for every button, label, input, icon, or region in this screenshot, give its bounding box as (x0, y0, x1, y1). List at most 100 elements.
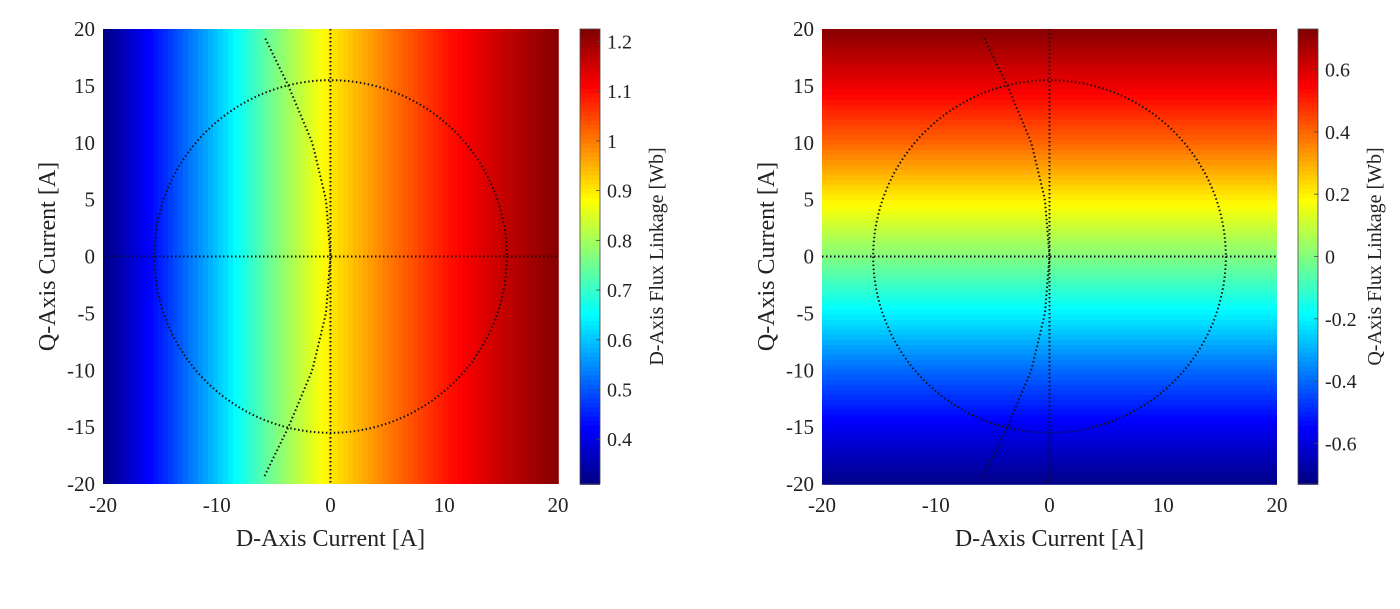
colorbar-tick-label: -0.4 (1325, 371, 1357, 393)
heatmap-cell (523, 29, 529, 484)
heatmap-cell (822, 394, 1277, 400)
heatmap-cell (328, 29, 334, 484)
colorbar-segment (1298, 47, 1318, 53)
colorbar-segment (1298, 29, 1318, 35)
heatmap-cell (822, 194, 1277, 200)
heatmap-cell (518, 29, 524, 484)
y-tick-label: -15 (67, 415, 95, 439)
heatmap-cell (103, 29, 109, 484)
colorbar-segment (1298, 83, 1318, 89)
colorbar-segment (1298, 88, 1318, 94)
x-tick-label: 0 (325, 493, 336, 517)
colorbar-segment (580, 311, 600, 317)
colorbar-segment (1298, 33, 1318, 39)
heatmap-cell (143, 29, 149, 484)
x-tick-label: 20 (548, 493, 569, 517)
colorbar-segment (580, 74, 600, 80)
heatmap-cell (822, 369, 1277, 375)
colorbar-segment (580, 370, 600, 376)
colorbar-segment (580, 479, 600, 485)
colorbar-segment (580, 374, 600, 381)
heatmap-cell (822, 169, 1277, 175)
colorbar-segment (580, 138, 600, 144)
colorbar-segment (580, 120, 600, 126)
heatmap-cell (822, 444, 1277, 450)
colorbar-segment (580, 83, 600, 89)
colorbar-segment (1298, 197, 1318, 203)
heatmap-cell (378, 29, 384, 484)
colorbar-segment (1298, 115, 1318, 121)
colorbar-segment (1298, 74, 1318, 80)
heatmap-cell (822, 69, 1277, 75)
colorbar-segment (1298, 233, 1318, 240)
colorbar-segment (580, 220, 600, 226)
heatmap-cell (822, 449, 1277, 455)
colorbar-segment (580, 92, 600, 99)
colorbar-segment (580, 106, 600, 112)
colorbar-segment (580, 402, 600, 408)
x-tick-label: -10 (203, 493, 231, 517)
colorbar-segment (580, 115, 600, 121)
colorbar-segment (580, 393, 600, 399)
heatmap-cell (822, 284, 1277, 290)
colorbar-segment (580, 42, 600, 48)
colorbar-segment (580, 133, 600, 139)
heatmap-cell (538, 29, 544, 484)
colorbar-segment (580, 206, 600, 212)
colorbar-tick-label: 0 (1325, 247, 1335, 269)
heatmap-cell (508, 29, 514, 484)
heatmap-cell (822, 464, 1277, 470)
colorbar-segment (1298, 183, 1318, 190)
heatmap-cell (438, 29, 444, 484)
colorbar-segment (1298, 352, 1318, 358)
y-tick-label: 0 (804, 245, 815, 269)
heatmap-cell (822, 114, 1277, 120)
x-tick-label: -10 (922, 493, 950, 517)
colorbar-segment (580, 170, 600, 176)
colorbar: 0.6 0.4 0.2 0 -0.2 -0.4 -0.6 Q-Axis Flux Linkag… (1297, 28, 1386, 485)
colorbar-segment (580, 338, 600, 344)
y-tick-label: 0 (85, 245, 96, 269)
colorbar-tick-label: 0.6 (1325, 60, 1350, 82)
colorbar-segment (580, 97, 600, 103)
colorbar-segment (1298, 42, 1318, 48)
colorbar-segment (1298, 333, 1318, 340)
colorbar-segment (580, 38, 600, 44)
colorbar-tick-label: 0.5 (607, 380, 632, 402)
colorbar-segment (580, 452, 600, 458)
heatmap-cell (822, 454, 1277, 460)
colorbar-segment (1298, 224, 1318, 230)
colorbar-segment (580, 60, 600, 67)
heatmap-cell (268, 29, 274, 484)
heatmap-cell (822, 64, 1277, 70)
colorbar-segment (580, 174, 600, 180)
colorbar-segment (1298, 261, 1318, 267)
colorbar-segment (580, 333, 600, 340)
colorbar-segment (1298, 393, 1318, 399)
heatmap-cell (468, 29, 474, 484)
colorbar-segment (1298, 69, 1318, 76)
y-tick-label: -15 (786, 415, 814, 439)
heatmap-cell (528, 29, 534, 484)
colorbar-segment (1298, 429, 1318, 435)
heatmap-cell (822, 144, 1277, 150)
colorbar-segment (1298, 470, 1318, 476)
heatmap-cell (822, 304, 1277, 310)
colorbar-segment (1298, 370, 1318, 376)
heatmap-cell (822, 89, 1277, 95)
colorbar-segment (1298, 129, 1318, 135)
heatmap-cell (168, 29, 174, 484)
heatmap-cell (822, 269, 1277, 275)
heatmap-cell (822, 474, 1277, 480)
x-tick-label: 0 (1044, 493, 1055, 517)
colorbar-segment (580, 461, 600, 467)
colorbar-segment (1298, 97, 1318, 103)
colorbar-segment (580, 79, 600, 85)
x-tick-label: 10 (434, 493, 455, 517)
colorbar-segment (580, 411, 600, 417)
colorbar-segment (580, 433, 600, 440)
colorbar-segment (1298, 338, 1318, 344)
colorbar: 0.4 0.5 0.6 0.7 0.8 0.9 1 1.1 1.2 D-Axis Flux Lin… (579, 28, 668, 485)
colorbar-segment (580, 352, 600, 358)
colorbar-tick-label: 0.4 (607, 429, 632, 451)
